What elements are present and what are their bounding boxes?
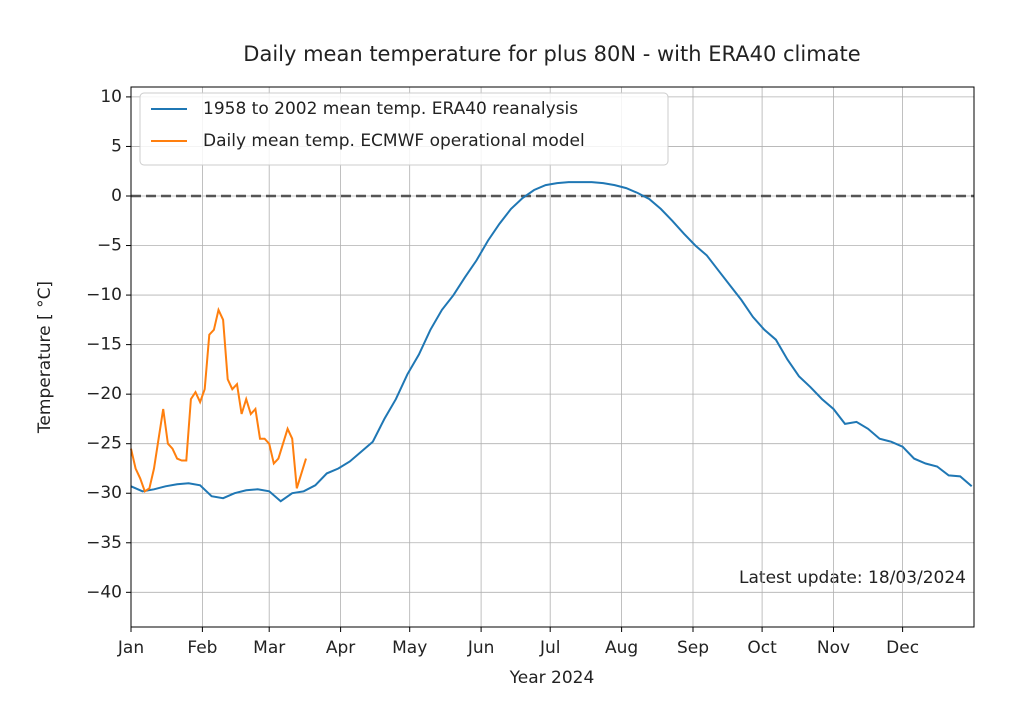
x-tick-label: Jan xyxy=(117,638,144,658)
plot-frame xyxy=(130,86,975,628)
x-tick-label: Feb xyxy=(187,638,217,658)
x-tick-label: Mar xyxy=(253,638,285,658)
x-tick-label: Nov xyxy=(817,638,850,658)
x-tick-label: Jul xyxy=(539,638,561,658)
x-tick-label: Apr xyxy=(326,638,355,658)
x-tick-label: Dec xyxy=(886,638,919,658)
y-tick-label: −15 xyxy=(86,335,122,355)
y-axis-label: Temperature [ °C] xyxy=(35,281,55,434)
legend-label: 1958 to 2002 mean temp. ERA40 reanalysis xyxy=(203,99,578,119)
x-tick-label: Sep xyxy=(677,638,709,658)
x-tick-label: Aug xyxy=(605,638,638,658)
y-tick-label: −30 xyxy=(86,483,122,503)
legend-box xyxy=(139,92,669,166)
x-tick-label: Jun xyxy=(467,638,495,658)
x-axis-label: Year 2024 xyxy=(509,668,595,688)
x-tick-label: May xyxy=(392,638,427,658)
chart-title: Daily mean temperature for plus 80N - wi… xyxy=(243,42,860,66)
y-tick-label: 0 xyxy=(111,186,122,206)
y-tick-label: −20 xyxy=(86,384,122,404)
series-line xyxy=(130,306,307,493)
legend-label: Daily mean temp. ECMWF operational model xyxy=(203,131,585,151)
series-line xyxy=(130,181,973,503)
y-tick-label: −35 xyxy=(86,533,122,553)
y-tick-label: −40 xyxy=(86,582,122,602)
x-tick-label: Oct xyxy=(747,638,777,658)
y-tick-label: −5 xyxy=(97,236,122,256)
y-tick-label: −10 xyxy=(86,285,122,305)
y-tick-label: 5 xyxy=(111,136,122,156)
annotation: Latest update: 18/03/2024 xyxy=(739,568,966,588)
y-tick-label: 10 xyxy=(100,87,122,107)
y-tick-label: −25 xyxy=(86,434,122,454)
